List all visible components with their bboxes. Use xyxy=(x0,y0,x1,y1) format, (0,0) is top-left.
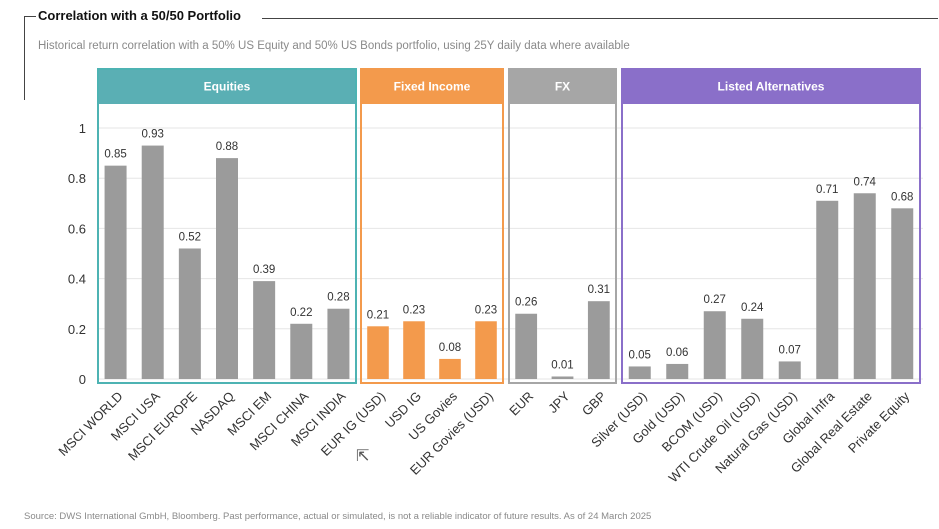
chart-title: Correlation with a 50/50 Portfolio xyxy=(38,8,241,23)
group-header xyxy=(97,68,357,104)
bar xyxy=(327,308,350,379)
data-label: 0.68 xyxy=(891,191,913,203)
group-header-label: Fixed Income xyxy=(394,80,471,94)
data-label: 0.23 xyxy=(403,304,425,316)
bar xyxy=(104,165,127,379)
data-label: 0.85 xyxy=(104,149,126,161)
data-label: 0.24 xyxy=(741,302,764,314)
left-rule xyxy=(24,16,25,100)
bar xyxy=(290,323,313,379)
data-label: 0.07 xyxy=(779,344,801,356)
data-label: 0.71 xyxy=(816,184,838,196)
group-header xyxy=(508,68,617,104)
bar xyxy=(816,200,839,379)
group-outline xyxy=(97,68,357,384)
y-tick-label: 1 xyxy=(79,121,86,136)
mouse-cursor-icon: ⇱ xyxy=(356,448,370,465)
data-label: 0.05 xyxy=(629,349,651,361)
data-label: 0.93 xyxy=(142,129,164,141)
group-header-label: FX xyxy=(555,80,570,94)
bar xyxy=(628,366,651,379)
bar xyxy=(367,326,389,379)
group-outline xyxy=(621,68,921,384)
title-rule xyxy=(262,18,938,19)
group-header xyxy=(360,68,504,104)
bar xyxy=(853,193,876,379)
bar xyxy=(403,321,425,379)
data-label: 0.88 xyxy=(216,141,238,153)
category-label: EUR xyxy=(506,389,536,419)
data-label: 0.28 xyxy=(327,292,349,304)
bar xyxy=(515,313,538,379)
bar xyxy=(778,361,801,379)
data-label: 0.23 xyxy=(475,304,497,316)
data-label: 0.21 xyxy=(367,309,389,321)
bar xyxy=(475,321,497,379)
bar xyxy=(666,363,689,379)
group-header-label: Listed Alternatives xyxy=(718,80,825,94)
data-label: 0.22 xyxy=(290,307,312,319)
category-label: JPY xyxy=(545,388,573,416)
group-header xyxy=(621,68,921,104)
data-label: 0.06 xyxy=(666,347,688,359)
source-note: Source: DWS International GmbH, Bloomber… xyxy=(24,511,652,522)
data-label: 0.26 xyxy=(515,297,537,309)
group-header-label: Equities xyxy=(204,80,251,94)
data-label: 0.27 xyxy=(704,294,726,306)
category-label: GBP xyxy=(579,389,609,419)
bar xyxy=(587,301,610,379)
bar xyxy=(141,145,164,379)
bar xyxy=(253,281,276,379)
data-label: 0.08 xyxy=(439,342,461,354)
bar xyxy=(703,311,726,379)
y-tick-label: 0.2 xyxy=(68,322,86,337)
category-label: MSCI WORLD xyxy=(55,389,125,459)
y-tick-label: 0.6 xyxy=(68,221,86,236)
title-rule-left xyxy=(24,16,36,17)
data-label: 0.52 xyxy=(179,231,201,243)
data-label: 0.39 xyxy=(253,264,275,276)
bar xyxy=(741,318,764,379)
data-label: 0.74 xyxy=(854,176,877,188)
bar xyxy=(439,358,461,379)
group-outline xyxy=(508,68,617,384)
bar xyxy=(551,376,574,379)
group-outline xyxy=(360,68,504,384)
bar xyxy=(178,248,201,379)
chart-subtitle: Historical return correlation with a 50%… xyxy=(38,40,630,52)
bar xyxy=(891,208,914,379)
data-label: 0.01 xyxy=(551,359,573,371)
y-tick-label: 0 xyxy=(79,372,86,387)
bar xyxy=(216,158,238,379)
y-tick-label: 0.4 xyxy=(68,272,86,287)
y-tick-label: 0.8 xyxy=(68,171,86,186)
data-label: 0.31 xyxy=(588,284,610,296)
